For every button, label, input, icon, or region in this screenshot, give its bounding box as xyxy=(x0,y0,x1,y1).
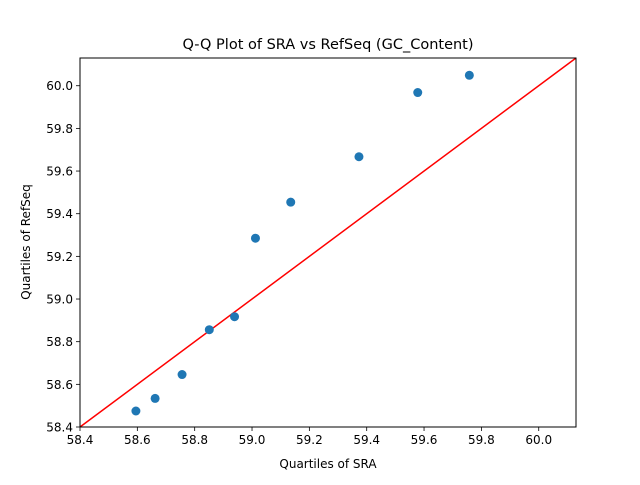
x-tick-label-3: 59.0 xyxy=(239,433,266,447)
x-tick-label-1: 58.6 xyxy=(124,433,151,447)
data-point-2 xyxy=(177,370,187,380)
data-point-8 xyxy=(413,88,423,98)
y-tick-label-2: 58.8 xyxy=(46,335,73,349)
y-axis-label: Quartiles of RefSeq xyxy=(19,184,33,300)
x-tick-label-8: 60.0 xyxy=(525,433,552,447)
data-point-0 xyxy=(131,406,141,416)
x-axis: 58.4 58.6 58.8 59.0 59.2 59.4 59.6 59.8 60.0 xyxy=(67,427,552,447)
x-axis-label: Quartiles of SRA xyxy=(279,457,377,471)
data-point-6 xyxy=(286,197,296,207)
reference-line xyxy=(79,57,577,428)
y-tick-label-4: 59.2 xyxy=(46,250,73,264)
data-point-3 xyxy=(204,325,214,335)
data-point-9 xyxy=(464,70,474,80)
x-tick-label-7: 59.8 xyxy=(468,433,495,447)
y-tick-label-6: 59.6 xyxy=(46,165,73,179)
x-tick-label-5: 59.4 xyxy=(353,433,380,447)
y-tick-label-3: 59.0 xyxy=(46,293,73,307)
points-layer xyxy=(131,70,474,416)
x-tick-label-4: 59.2 xyxy=(296,433,323,447)
y-tick-label-1: 58.6 xyxy=(46,378,73,392)
data-point-7 xyxy=(354,152,364,162)
x-tick-label-0: 58.4 xyxy=(67,433,94,447)
y-tick-label-8: 60.0 xyxy=(46,79,73,93)
reference-line-layer xyxy=(79,57,577,428)
x-tick-label-6: 59.6 xyxy=(411,433,438,447)
data-point-4 xyxy=(230,312,240,322)
y-tick-label-7: 59.8 xyxy=(46,122,73,136)
data-point-1 xyxy=(150,393,160,403)
chart-title: Q-Q Plot of SRA vs RefSeq (GC_Content) xyxy=(182,37,473,53)
y-axis: 58.4 58.6 58.8 59.0 59.2 59.4 59.6 59.8 60.0 xyxy=(46,79,80,435)
y-tick-label-0: 58.4 xyxy=(46,421,73,435)
plot-frame xyxy=(79,57,577,428)
data-point-5 xyxy=(250,233,260,243)
x-tick-label-2: 58.8 xyxy=(181,433,208,447)
y-tick-label-5: 59.4 xyxy=(46,207,73,221)
